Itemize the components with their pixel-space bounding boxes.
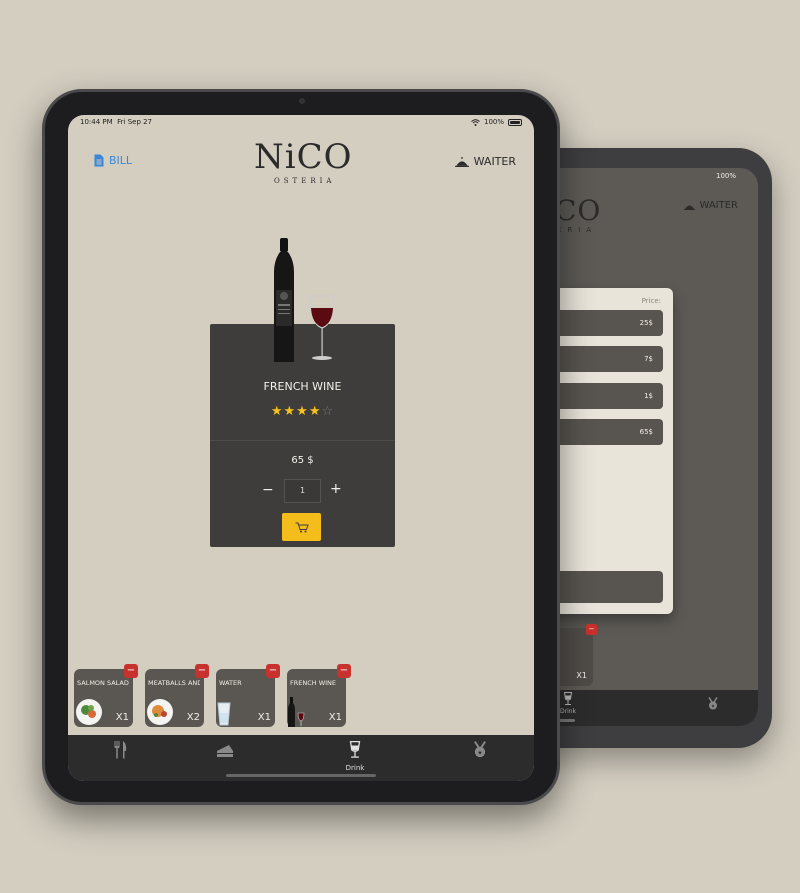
wifi-icon [471,118,480,126]
back-waiter-button[interactable]: WAITER [684,200,738,211]
order-item-name: FRENCH WINE [290,679,337,687]
tab-rewards[interactable]: ★ [465,741,495,763]
back-logo-sub: ERIA [557,226,598,234]
divider [210,440,395,441]
star-icon[interactable]: ★ [308,404,322,419]
logo-subtitle: OSTERIA [274,177,336,185]
back-remove-button[interactable]: − [586,624,597,635]
medal-icon: ★ [474,741,486,758]
order-item-qty: X2 [186,712,200,723]
wine-thumbnail [288,697,305,727]
order-item[interactable]: SALMON SALAD X1 − [74,664,138,727]
star-icon[interactable]: ★ [296,404,309,419]
svg-text:★: ★ [477,750,482,757]
tab-food[interactable] [106,741,136,763]
order-item-name: MEATBALLS AND [148,679,200,687]
back-tab-drink[interactable]: Drink [553,692,583,715]
back-waiter-label: WAITER [699,200,738,211]
quantity-field[interactable]: 1 [284,479,321,503]
decrease-button[interactable]: − [262,482,274,498]
product-price: 65 $ [291,455,314,466]
order-item-qty: X1 [257,712,271,723]
back-battery: 100% [715,172,736,180]
remove-item-button[interactable]: − [124,664,138,678]
order-item[interactable]: FRENCH WINE X1 − [287,664,351,727]
back-order-qty: X1 [576,671,587,680]
star-icon[interactable]: ★ [283,404,297,419]
status-right: 100% [471,118,522,126]
star-outline-icon[interactable]: ☆ [321,404,335,419]
pasta-thumbnail [147,699,173,725]
order-item[interactable]: WATER X1 − [216,664,280,727]
salad-thumbnail [76,699,102,725]
order-item-qty: X1 [115,712,129,723]
tab-dessert[interactable] [210,741,240,763]
drink-icon [349,741,361,758]
medal-icon: ★ [708,697,718,710]
product-name: FRENCH WINE [263,380,342,393]
waiter-button[interactable]: WAITER [454,155,516,168]
drink-icon [563,692,573,705]
tabbar: Drink ★ [68,735,534,781]
bill-button[interactable]: BILL [94,154,132,167]
battery-icon [508,118,522,126]
water-glass-thumbnail [217,702,231,726]
star-icon[interactable]: ★ [270,404,284,419]
price-header: Price: [641,297,661,305]
home-indicator [226,774,376,777]
camera [299,98,305,104]
add-to-cart-button[interactable] [282,513,321,541]
dessert-icon [217,745,233,757]
order-item-qty: X1 [328,712,342,723]
back-tab-medal[interactable]: ★ [706,696,720,715]
svg-text:★: ★ [711,704,715,710]
logo: NiCO [254,137,353,177]
waiter-label: WAITER [473,155,516,168]
bell-icon [454,156,469,167]
order-item-name: SALMON SALAD [77,679,129,687]
document-icon [94,154,104,167]
order-item-name: WATER [219,679,242,687]
wine-bottle-glass-image [274,238,335,362]
front-tablet: 10:44 PM Fri Sep 27 100% BILL NiCO OSTER… [42,89,560,805]
order-item[interactable]: MEATBALLS AND X2 − [145,664,209,727]
back-tab-label: Drink [559,708,577,715]
battery-percent: 100% [483,118,504,126]
product-card: FRENCH WINE ★★★★☆ 65 $ − 1 + [210,238,395,547]
bell-icon [684,205,696,210]
rating-stars[interactable]: ★★★★☆ [210,404,395,419]
tab-drink-label: Drink [345,764,365,772]
increase-button[interactable]: + [330,481,342,497]
bill-label: BILL [109,154,133,167]
remove-item-button[interactable]: − [195,664,209,678]
remove-item-button[interactable]: − [337,664,351,678]
back-logo: CO [555,194,602,227]
status-time: 10:44 PM Fri Sep 27 [80,118,153,126]
cart-icon [295,522,309,532]
order-strip: SALMON SALAD X1 − MEATBALLS AND X2 − WAT… [74,664,351,729]
utensils-icon [114,741,127,759]
remove-item-button[interactable]: − [266,664,280,678]
screen: 10:44 PM Fri Sep 27 100% BILL NiCO OSTER… [68,115,534,781]
back-tablet: 100% CO ERIA WAITER Price: 25$ 7$ 1$ 65$… [505,148,772,748]
tab-drink[interactable]: Drink [338,741,372,772]
